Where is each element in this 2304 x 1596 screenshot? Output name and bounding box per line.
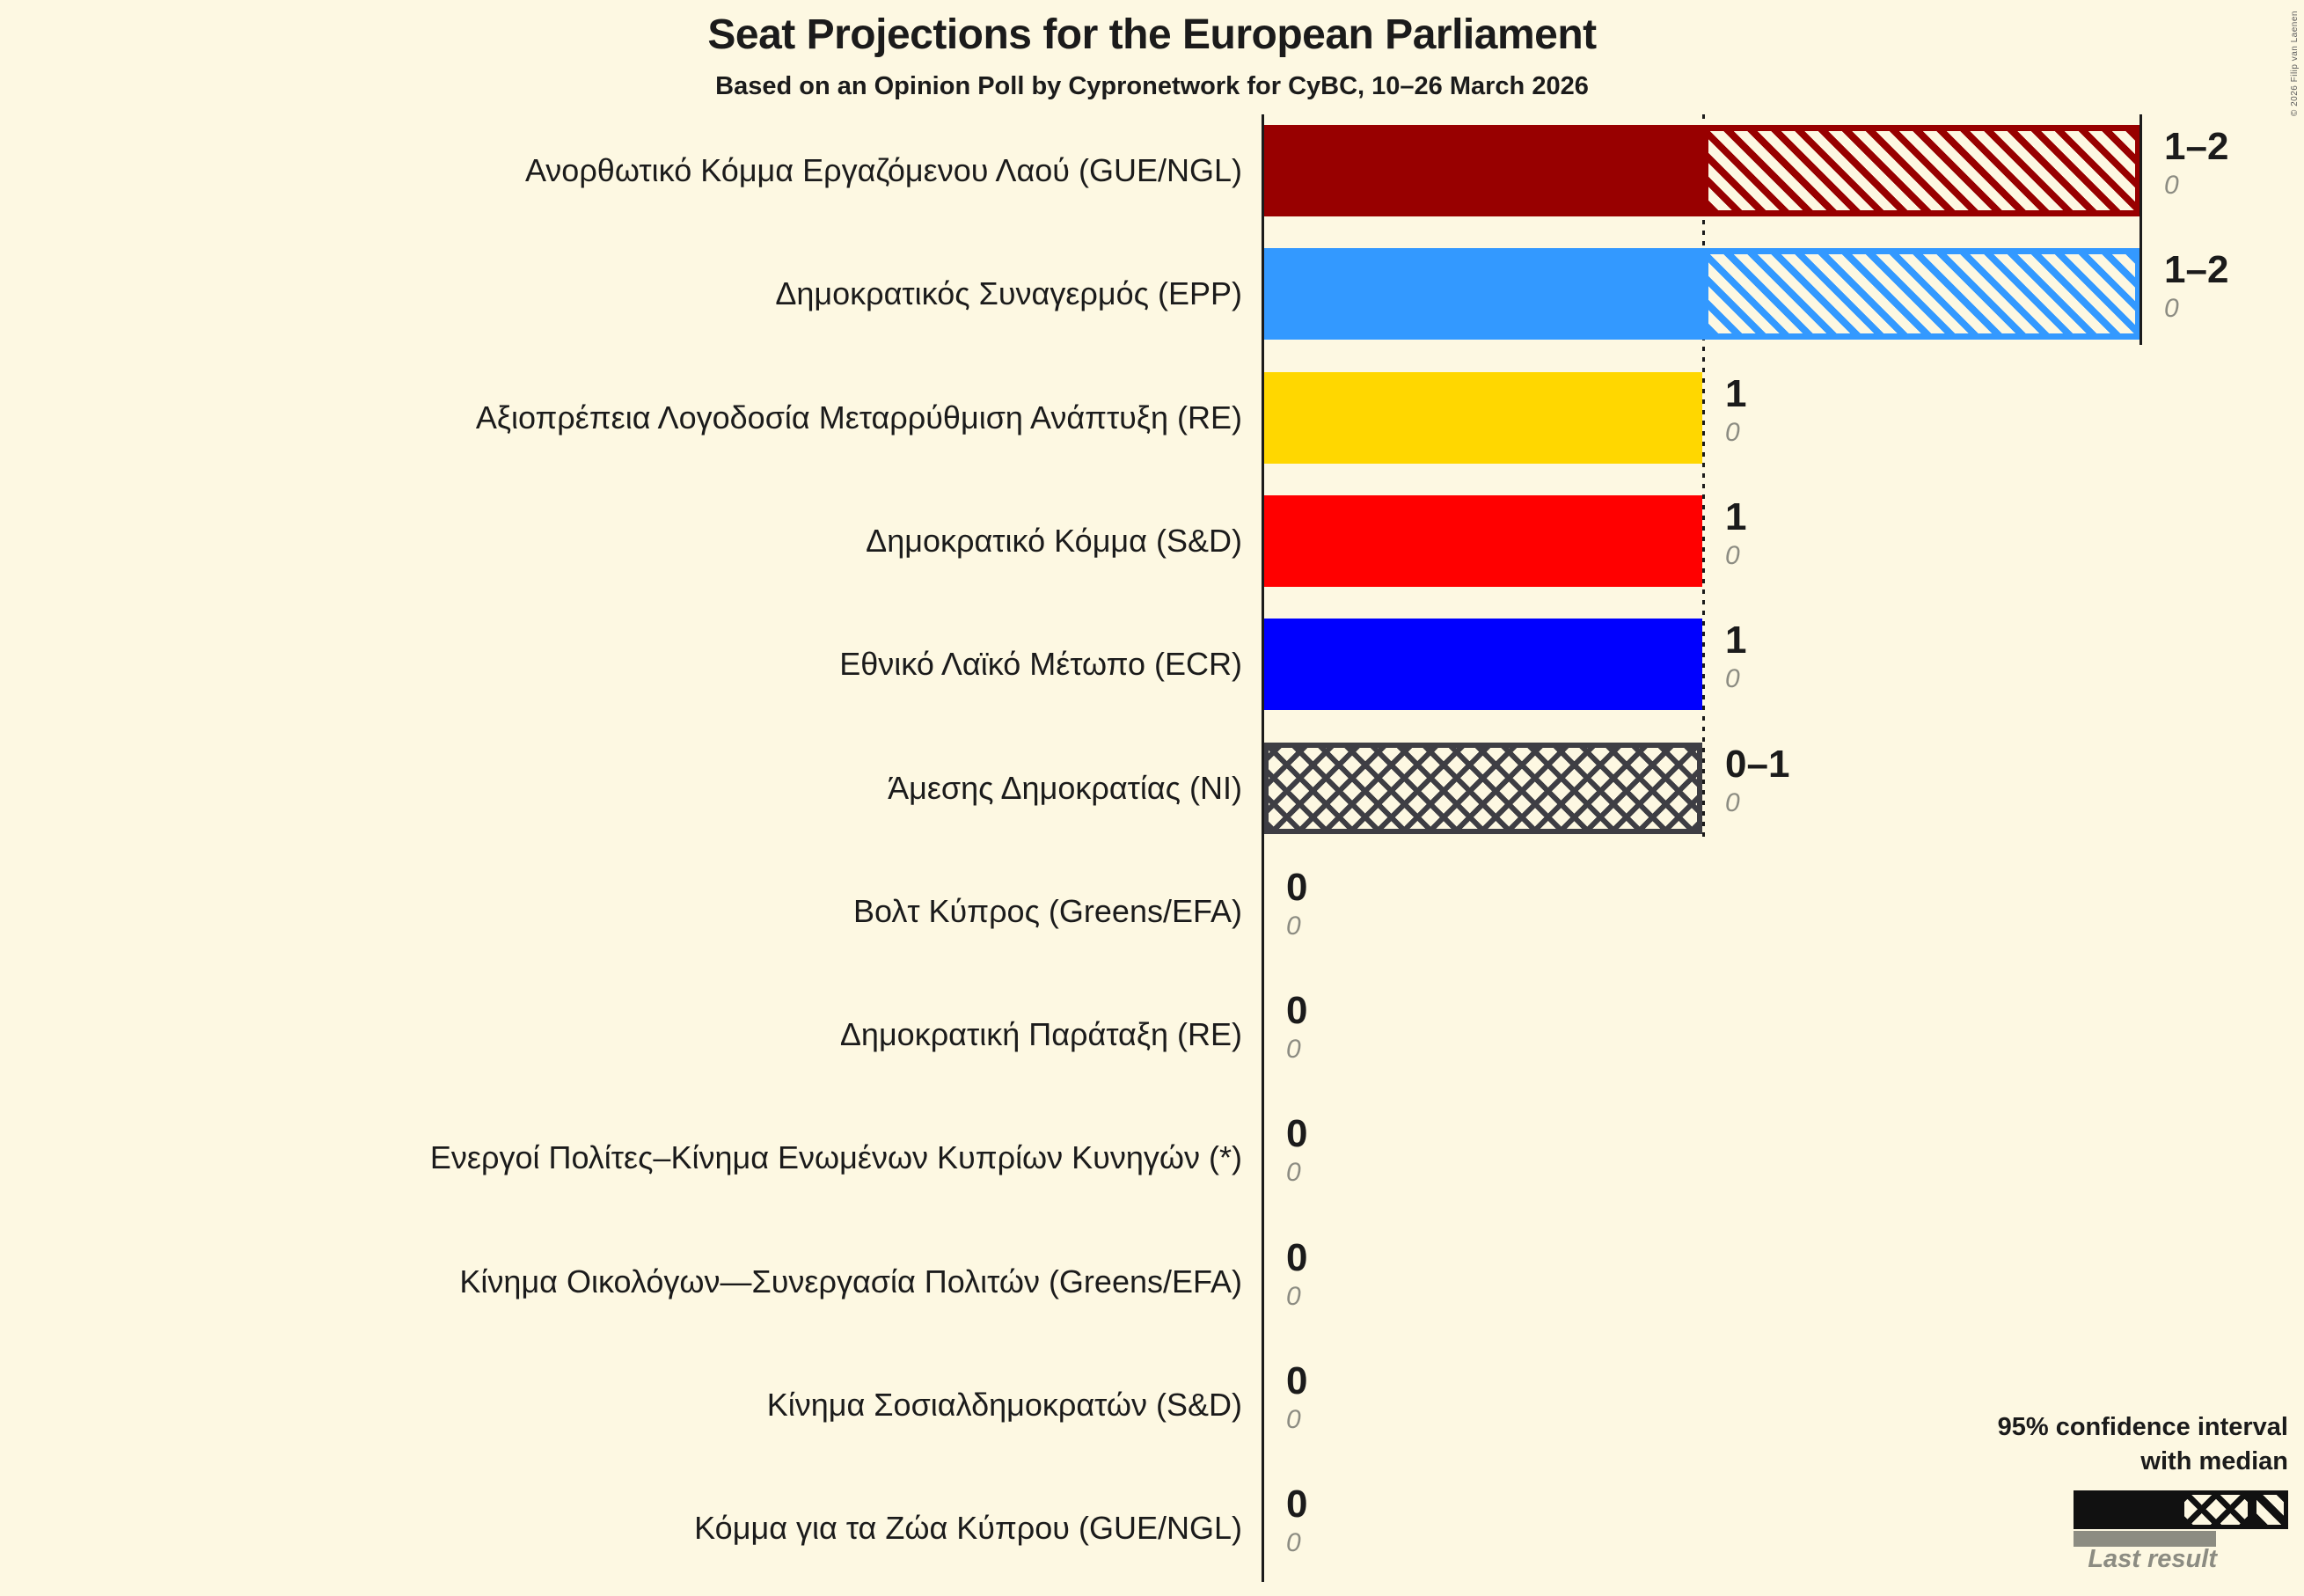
value-labels: 0–1 0 <box>1725 743 1789 820</box>
party-label: Δημοκρατικό Κόμμα (S&D) <box>866 523 1242 559</box>
projection-value: 0 <box>1286 989 1308 1032</box>
gridline-2-seats <box>2139 114 2142 345</box>
projection-value: 0 <box>1286 866 1308 909</box>
bar-segment-solid <box>1263 125 1702 216</box>
value-labels: 1–2 0 <box>2164 248 2228 326</box>
bar-segment-solid <box>1263 248 1702 340</box>
chart-title: Seat Projections for the European Parlia… <box>707 11 1597 58</box>
legend-last-result-label: Last result <box>2088 1545 2217 1573</box>
bar-segment-solid <box>1263 495 1702 587</box>
legend-swatch-crosshatch-segment <box>2180 1490 2252 1529</box>
last-result-value: 0 <box>1725 541 1740 570</box>
last-result-value: 0 <box>1286 1035 1301 1064</box>
last-result-value: 0 <box>1286 1405 1301 1434</box>
projection-value: 0 <box>1286 1236 1308 1279</box>
bar-segment-solid <box>1263 372 1702 464</box>
last-result-value: 0 <box>1725 418 1740 447</box>
party-label: Κίνημα Οικολόγων—Συνεργασία Πολιτών (Gre… <box>459 1263 1242 1299</box>
projection-value: 1 <box>1725 619 1747 662</box>
party-label: Κόμμα για τα Ζώα Κύπρου (GUE/NGL) <box>694 1510 1242 1546</box>
last-result-value: 0 <box>1286 911 1301 941</box>
party-label: Άμεσης Δημοκρατίας (NI) <box>888 770 1242 806</box>
y-axis-line <box>1262 114 1264 1582</box>
bar-segment-diag <box>1702 125 2141 216</box>
chart-subtitle: Based on an Opinion Poll by Cypronetwork… <box>715 72 1589 100</box>
last-result-value: 0 <box>1725 788 1740 817</box>
party-label: Ενεργοί Πολίτες–Κίνημα Ενωμένων Κυπρίων … <box>429 1139 1242 1175</box>
last-result-value: 0 <box>1725 664 1740 693</box>
last-result-value: 0 <box>1286 1528 1301 1557</box>
copyright-note: © 2026 Filip van Laenen <box>2290 11 2300 117</box>
last-result-value: 0 <box>1286 1158 1301 1187</box>
legend-last-result-swatch <box>2074 1531 2216 1547</box>
projection-value: 1–2 <box>2164 248 2229 291</box>
projection-value: 0–1 <box>1725 743 1790 786</box>
party-label: Αξιοπρέπεια Λογοδοσία Μεταρρύθμιση Ανάπτ… <box>475 399 1242 436</box>
party-label: Δημοκρατικός Συναγερμός (EPP) <box>775 275 1242 311</box>
bar-segment-diag <box>1702 248 2141 340</box>
legend-swatch-diagonal-segment <box>2252 1490 2288 1529</box>
projection-value: 1 <box>1725 372 1747 415</box>
party-label: Ανορθωτικό Κόμμα Εργαζόμενου Λαού (GUE/N… <box>524 152 1242 188</box>
last-result-value: 0 <box>1286 1282 1301 1311</box>
projection-value: 0 <box>1286 1483 1308 1526</box>
legend-swatch-solid-segment <box>2074 1490 2180 1529</box>
projection-value: 0 <box>1286 1359 1308 1402</box>
last-result-value: 0 <box>2164 171 2179 200</box>
party-label: Βολτ Κύπρος (Greens/EFA) <box>852 893 1242 929</box>
bar-segment-cross <box>1263 743 1702 834</box>
projection-value: 1 <box>1725 495 1747 538</box>
value-labels: 1–2 0 <box>2164 125 2228 202</box>
legend-ci-label-line2: with median <box>2140 1447 2288 1475</box>
party-label: Εθνικό Λαϊκό Μέτωπο (ECR) <box>839 646 1242 682</box>
projection-value: 1–2 <box>2164 125 2229 168</box>
gridline-1-seat <box>1702 114 1705 839</box>
legend-ci-swatch <box>2074 1490 2288 1529</box>
projection-value: 0 <box>1286 1112 1308 1155</box>
bar-segment-solid <box>1263 619 1702 710</box>
legend-ci-label-line1: 95% confidence interval <box>1997 1413 2288 1441</box>
party-label: Δημοκρατική Παράταξη (RE) <box>839 1016 1242 1052</box>
last-result-value: 0 <box>2164 294 2179 323</box>
party-label: Κίνημα Σοσιαλδημοκρατών (S&D) <box>766 1387 1242 1423</box>
